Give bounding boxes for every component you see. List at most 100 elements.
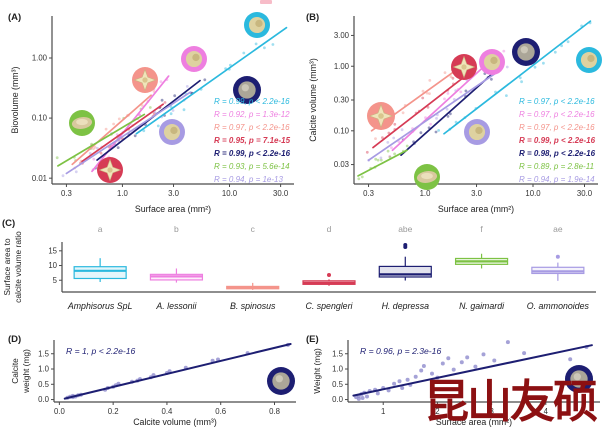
x-tick-label: 1	[381, 407, 385, 416]
species-icon-amphisorus-spl	[244, 12, 270, 38]
regression-line-n-gaimardi	[357, 149, 408, 177]
legend-entry: R = 0.89, p = 2.8e-11	[519, 162, 594, 171]
regression-line-c-spengleri	[81, 103, 164, 163]
x-tick-label: 0.6	[215, 407, 226, 416]
legend: R = 0.97, p < 2.2e-16 R = 0.97, p < 2.2e-…	[519, 97, 596, 184]
legend-entry: R = 0.92, p = 1.3e-12	[214, 110, 290, 119]
x-axis-label: Calcite volume (mm³)	[133, 417, 217, 427]
x-tick-label: 30.0	[577, 189, 593, 198]
significance-letter: b	[174, 224, 179, 234]
species-icon-h-depressa	[565, 365, 593, 393]
x-tick-label: 0.2	[108, 407, 119, 416]
y-tick-label: 1.0	[332, 365, 344, 374]
legend-entry: R = 0.95, p = 7.1e-15	[214, 136, 291, 145]
regression-line-b-spinosus	[71, 94, 152, 166]
regression-line-o-ammonoides	[367, 71, 498, 162]
boxplot-o-ammonoides	[531, 254, 585, 281]
y-tick-label: 0.0	[38, 395, 50, 404]
boxplot-amphisorus-spl	[73, 258, 127, 282]
species-icon-h-depressa	[267, 367, 295, 395]
regression-line-amphisorus-spl	[135, 26, 288, 135]
panel-a-svg: (A) 0.3 1.0 3.0 10.0 30.0 0.01 0.10 1.00 Biovolum…	[8, 12, 294, 214]
species-icon-n-gaimardi	[414, 164, 440, 190]
panel-c-surface-to-calcite-ratio-boxplots: (C) 5 10 15 Surface area to calcite volume ra…	[0, 212, 608, 324]
x-tick-label: 4	[544, 407, 549, 416]
x-axis-label: Surface area (mm²)	[436, 417, 512, 427]
y-tick-label: 1.00	[334, 62, 350, 71]
y-axis-label: Biovolume (mm³)	[10, 66, 20, 133]
y-tick-label: 0.01	[32, 174, 47, 183]
top-edge-artifact	[260, 0, 272, 4]
regression-line-amphisorus-spl	[443, 20, 592, 135]
y-tick-label: 0.10	[32, 114, 48, 123]
boxplot-b-spinosus	[226, 282, 280, 290]
x-tick-label: 10.0	[525, 189, 541, 198]
regression-line-a-lessonii	[391, 56, 495, 152]
legend-entry: R = 0.99, p < 2.2e-16	[519, 136, 596, 145]
species-icon-c-spengleri	[97, 157, 123, 183]
legend-entry: R = 0.97, p < 2.2e-16	[519, 110, 595, 119]
y-tick-label: 15	[48, 246, 57, 255]
y-axis-label: Calcite	[10, 358, 20, 384]
species-label: H. depressa	[382, 301, 430, 311]
species-icon-amphisorus-spl	[576, 47, 602, 73]
legend-entry: R = 0.97, p < 2.2e-16	[214, 123, 290, 132]
y-tick-label: 1.5	[332, 349, 344, 358]
regression-line-o-ammonoides	[65, 91, 192, 175]
boxplot-c-spengleri	[302, 272, 356, 286]
y-tick-label: 0.10	[334, 126, 350, 135]
species-icon-h-depressa	[512, 38, 540, 66]
species-icon-o-ammonoides	[159, 119, 185, 145]
correlation-annotation: R = 1, p < 2.2e-16	[66, 346, 135, 356]
legend: R = 0.99, p < 2.2e-16 R = 0.92, p = 1.3e-…	[214, 97, 291, 184]
significance-letter: a	[98, 224, 103, 234]
x-tick-label: 3.0	[471, 189, 483, 198]
y-axis-label: weight (mg)	[21, 349, 31, 394]
y-tick-label: 0.30	[334, 96, 350, 105]
y-tick-label: 0.03	[334, 160, 349, 169]
x-tick-label: 1.0	[420, 189, 432, 198]
species-label: C. spengleri	[306, 301, 354, 311]
x-tick-label: 0.3	[363, 189, 374, 198]
legend-entry: R = 0.94, p = 1e-13	[214, 175, 283, 184]
significance-letter: f	[480, 224, 483, 234]
y-tick-label: 0.5	[38, 380, 50, 389]
legend-entry: R = 0.94, p = 1.9e-14	[519, 175, 595, 184]
panel-b-calcite-volume-vs-surface-area: (B) 0.3 1.0 3.0 10.0 30.0 0.03 0.10 0.30 1.00 3.00…	[304, 6, 604, 218]
panel-letter: (C)	[2, 218, 15, 229]
panel-a-biovolume-vs-surface-area: (A) 0.3 1.0 3.0 10.0 30.0 0.01 0.10 1.00 Biovolum…	[6, 6, 300, 218]
species-label: N. gaimardi	[459, 301, 505, 311]
boxplot-h-depressa	[378, 242, 432, 281]
outlier-point	[555, 254, 560, 259]
significance-letter: ae	[553, 224, 563, 234]
y-tick-label: 1.00	[32, 54, 48, 63]
species-icon-b-spinosus	[367, 102, 395, 130]
legend-entry: R = 0.99, p < 2.2e-16	[214, 97, 290, 106]
species-label: Amphisorus SpL	[67, 301, 133, 311]
x-axis-label: Surface area (mm²)	[135, 204, 211, 214]
legend-entry: R = 0.98, p < 2.2e-16	[519, 149, 596, 158]
correlation-annotation: R = 0.96, p = 2.3e-16	[360, 346, 441, 356]
x-tick-label: 1.0	[117, 189, 129, 198]
panel-letter: (A)	[8, 12, 21, 23]
y-tick-label: 1.0	[38, 365, 50, 374]
boxplot-a-lessonii	[149, 268, 204, 283]
species-label: O. ammonoides	[527, 301, 590, 311]
species-label: A. lessonii	[155, 301, 197, 311]
x-tick-label: 3	[489, 407, 493, 416]
regression-line	[63, 342, 292, 400]
y-tick-label: 0.5	[332, 380, 344, 389]
outlier-point	[403, 242, 408, 247]
species-icon-a-lessonii	[479, 49, 505, 75]
species-icon-o-ammonoides	[464, 119, 490, 145]
y-axis-label: Surface area to	[2, 238, 12, 296]
legend-entry: R = 0.97, p < 2.2e-16	[519, 97, 595, 106]
panel-letter: (D)	[8, 334, 21, 345]
y-axis-label: Weight (mg)	[312, 348, 322, 394]
x-tick-label: 0.8	[269, 407, 280, 416]
x-axis-label: Surface area (mm²)	[438, 204, 514, 214]
panel-d-svg: (D) 0.0 0.2 0.4 0.6 0.8 0.0 0.5 1.0 1.5 Calcite wei…	[8, 334, 296, 427]
boxplot-n-gaimardi	[454, 253, 509, 269]
species-icon-a-lessonii	[181, 46, 207, 72]
